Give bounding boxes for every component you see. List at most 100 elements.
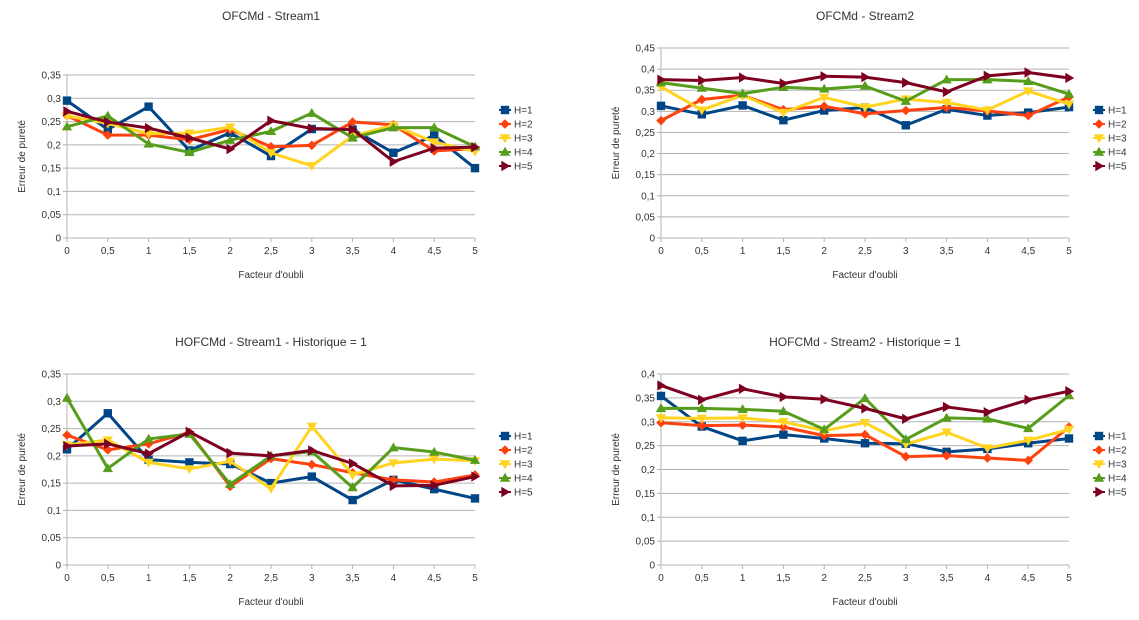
data-point-h1 — [266, 478, 276, 488]
data-point-h4 — [819, 83, 830, 93]
data-point-h3 — [941, 428, 952, 438]
data-point-h4 — [737, 404, 748, 414]
data-point-h4 — [225, 135, 236, 144]
data-point-h3 — [143, 458, 154, 468]
data-point-h4 — [737, 88, 748, 98]
data-point-h2 — [982, 453, 993, 463]
data-point-h4 — [859, 80, 871, 90]
x-tick-label: 4 — [391, 246, 397, 257]
chart-panel-1: OFCMd - Stream1 0 0,05 0,1 0,15 0,2 0,25 0,3 0,3… — [17, 9, 533, 281]
y-tick-label: 0,1 — [47, 506, 61, 517]
legend-label: H=3 — [514, 134, 533, 145]
y-tick-label: 0,2 — [641, 149, 655, 160]
data-point-h5 — [144, 448, 154, 459]
y-tick-label: 0,45 — [636, 44, 656, 55]
x-tick-label: 0 — [658, 573, 664, 584]
y-tick-label: 0,15 — [636, 489, 656, 500]
legend-marker — [1093, 146, 1105, 156]
data-point-h3 — [306, 162, 317, 172]
x-tick-label: 4 — [985, 246, 991, 257]
series-line-h5 — [660, 384, 1070, 421]
x-tick-label: 1,5 — [776, 246, 790, 257]
data-point-h2 — [307, 459, 317, 470]
y-tick-label: 0,4 — [641, 65, 655, 76]
x-tick-label: 0 — [64, 246, 70, 257]
data-point-h1 — [62, 96, 72, 105]
x-tick-label: 1 — [740, 573, 746, 584]
legend-marker — [499, 134, 511, 144]
data-point-h1 — [430, 131, 439, 140]
data-point-h5 — [267, 450, 277, 462]
x-tick-label: 0,5 — [695, 573, 709, 584]
x-tick-label: 3 — [309, 246, 315, 257]
data-point-h1 — [779, 116, 788, 125]
data-point-h4 — [859, 393, 871, 403]
data-point-h5 — [308, 445, 317, 456]
y-tick-label: 0,2 — [47, 451, 61, 462]
y-tick-label: 0 — [649, 234, 655, 245]
x-tick-label: 3,5 — [940, 573, 954, 584]
data-point-h5 — [185, 426, 195, 438]
x-tick-label: 5 — [1066, 573, 1072, 584]
data-point-h5 — [185, 132, 195, 144]
data-point-h5 — [983, 407, 993, 418]
x-axis-label: Facteur d'oubli — [238, 597, 303, 608]
data-point-h4 — [306, 107, 317, 117]
legend-label: H=3 — [514, 460, 533, 471]
y-tick-label: 0,35 — [636, 86, 656, 97]
data-point-h5 — [1065, 385, 1075, 397]
data-point-h3 — [982, 444, 993, 454]
data-point-h3 — [655, 414, 667, 424]
data-point-h4 — [941, 74, 952, 84]
y-tick-label: 0,35 — [636, 393, 656, 404]
data-point-h4 — [265, 126, 277, 136]
x-tick-label: 5 — [472, 246, 478, 257]
data-point-h2 — [143, 439, 154, 449]
data-point-h4 — [347, 482, 358, 492]
x-tick-label: 1,5 — [182, 573, 196, 584]
y-tick-label: 0,25 — [636, 441, 656, 452]
data-point-h4 — [778, 82, 789, 91]
legend-marker — [1093, 472, 1105, 482]
x-tick-label: 2 — [227, 573, 233, 584]
data-point-h5 — [471, 141, 481, 153]
legend-label: H=3 — [1108, 134, 1127, 145]
data-point-h5 — [820, 394, 830, 405]
data-point-h5 — [1024, 67, 1034, 78]
data-point-h5 — [430, 142, 440, 154]
data-point-h5 — [226, 447, 236, 459]
x-tick-label: 2,5 — [264, 573, 278, 584]
data-point-h1 — [470, 494, 480, 503]
x-tick-label: 4,5 — [1021, 573, 1035, 584]
legend-marker — [1095, 160, 1105, 172]
data-point-h4 — [982, 413, 993, 423]
legend-label: H=3 — [1108, 460, 1127, 471]
data-point-h3 — [102, 436, 113, 446]
legend-marker — [500, 119, 510, 129]
legend-label: H=1 — [1108, 432, 1127, 443]
data-point-h3 — [778, 108, 789, 118]
data-point-h3 — [859, 103, 871, 113]
data-point-h3 — [778, 418, 789, 427]
x-tick-label: 2 — [227, 246, 233, 257]
data-point-h4 — [388, 442, 399, 452]
data-point-h2 — [737, 420, 748, 430]
data-point-h4 — [900, 434, 911, 444]
data-point-h3 — [265, 484, 277, 494]
legend-marker — [501, 160, 511, 172]
data-point-h3 — [696, 106, 707, 116]
data-point-h3 — [184, 129, 195, 139]
data-point-h2 — [62, 430, 72, 440]
y-tick-label: 0,3 — [641, 107, 655, 118]
chart-title: OFCMd - Stream1 — [222, 9, 320, 23]
data-point-h2 — [307, 140, 317, 151]
data-point-h4 — [225, 479, 236, 488]
data-point-h3 — [429, 138, 440, 148]
data-point-h5 — [657, 380, 667, 391]
legend-marker — [1094, 105, 1104, 115]
data-point-h4 — [61, 121, 73, 131]
data-point-h5 — [267, 115, 277, 126]
x-tick-label: 3 — [903, 246, 909, 257]
data-point-h1 — [656, 101, 666, 111]
data-point-h5 — [698, 394, 707, 405]
